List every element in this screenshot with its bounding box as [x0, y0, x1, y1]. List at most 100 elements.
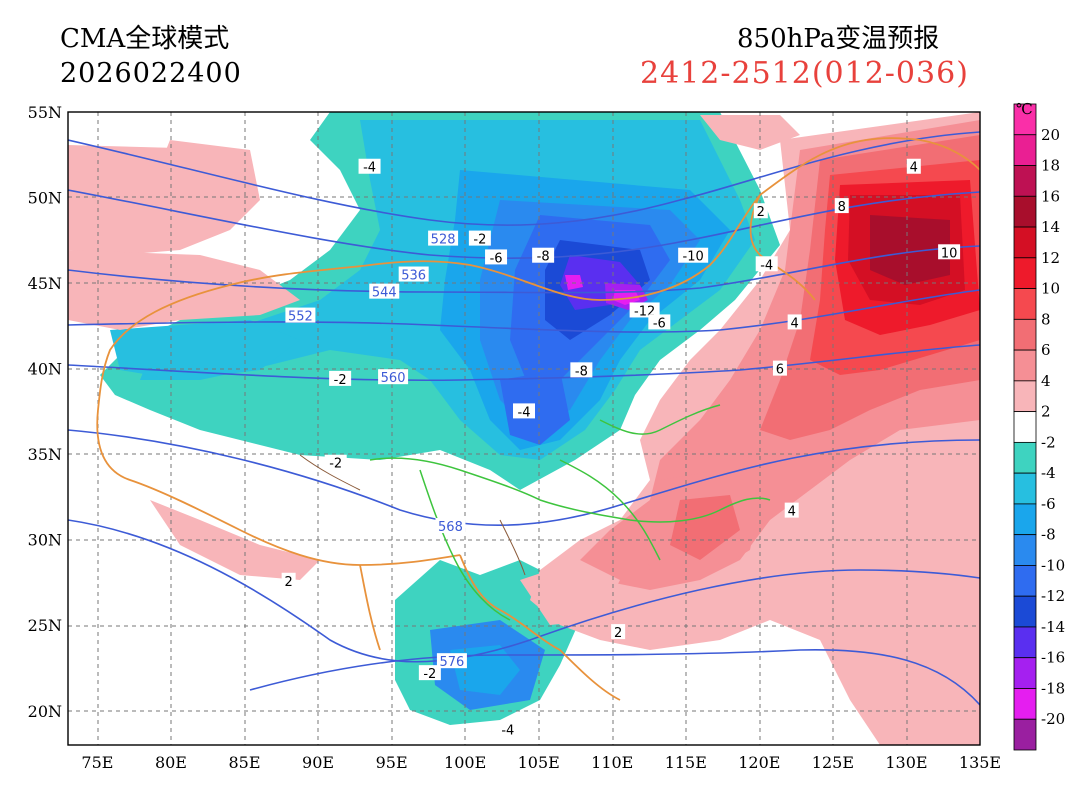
- colorbar-bin: [1013, 380, 1037, 413]
- contour-label-bg: [435, 518, 466, 534]
- contour-label-bg: [329, 370, 352, 386]
- colorbar-label: 16: [1041, 187, 1060, 205]
- contour-label-bg: [418, 665, 441, 681]
- contour-label-bg: [678, 247, 709, 263]
- colorbar-label: -12: [1041, 587, 1065, 605]
- contour-label: 8: [838, 200, 846, 215]
- longitude-label: 75E: [81, 753, 113, 772]
- warm-region-sw: [520, 560, 620, 625]
- warm-region-west-b: [68, 250, 300, 330]
- contour-label: -6: [490, 251, 503, 266]
- contour-label-bg: [611, 624, 626, 640]
- longitude-label: 95E: [376, 753, 408, 772]
- colorbar-label: 14: [1041, 218, 1060, 236]
- colorbar-bin: [1013, 318, 1037, 351]
- river-lines: [299, 454, 526, 576]
- contour-label-bg: [648, 314, 671, 330]
- contour-label-bg: [485, 249, 508, 265]
- colorbar-label: 2: [1041, 403, 1051, 421]
- contour-label: 10: [941, 246, 958, 261]
- latitude-label: 20N: [28, 702, 62, 721]
- contour-label-bg: [428, 230, 459, 246]
- contour-label: -8: [537, 250, 550, 265]
- temperature-change-fill: [68, 112, 980, 745]
- cold-region-i: [450, 645, 520, 695]
- colorbar-bin: [1013, 657, 1037, 689]
- contour-label: -2: [329, 457, 342, 472]
- contour-label-bg: [436, 653, 467, 669]
- contour-label: 568: [438, 520, 463, 535]
- colorbar-label: -4: [1041, 464, 1056, 482]
- province-borders: [369, 404, 771, 621]
- contour-label-bg: [369, 283, 400, 299]
- contour-label-bg: [281, 572, 296, 588]
- colorbar-bin: [1013, 626, 1037, 659]
- contour-label-bg: [532, 247, 555, 263]
- init-time: 2026022400: [60, 58, 242, 89]
- longitude-labels: 75E 80E 85E 90E 95E 100E 105E 110E 115E 120E 125E 1…: [81, 753, 1001, 772]
- colorbar-bin: [1013, 134, 1037, 166]
- warm-region-south-b: [670, 495, 740, 560]
- colorbar-bin: [1013, 595, 1037, 628]
- contour-label: -8: [575, 364, 588, 379]
- contour-label: 552: [288, 310, 313, 325]
- contour-label-bg: [358, 158, 381, 174]
- longitude-label: 105E: [518, 753, 560, 772]
- colorbar-label: -10: [1041, 556, 1065, 574]
- contour-label: -2: [473, 233, 486, 248]
- contour-label: 2: [285, 575, 293, 590]
- longitude-label: 90E: [302, 753, 334, 772]
- latitude-label: 45N: [28, 274, 62, 293]
- contour-label: 6: [776, 363, 784, 378]
- valid-range: 2412-2512(012-036): [640, 56, 969, 91]
- contour-label: -4: [518, 405, 531, 420]
- latitude-label: 35N: [28, 445, 62, 464]
- map-frame: [67, 111, 981, 746]
- colorbar-bin: [1013, 718, 1037, 751]
- contour-label-bg: [496, 721, 519, 737]
- latitude-label: 55N: [28, 103, 62, 122]
- longitude-label: 135E: [959, 753, 1001, 772]
- contour-label: 4: [791, 316, 799, 331]
- contour-label: 544: [372, 286, 397, 301]
- warm-region-east-g: [870, 215, 950, 285]
- colorbar-label: 20: [1041, 126, 1060, 144]
- contour-label: -4: [363, 161, 376, 176]
- latitude-label: 25N: [28, 616, 62, 635]
- warm-region-west-d: [160, 140, 250, 180]
- colorbar-label: -14: [1041, 618, 1065, 636]
- contour-label: -6: [653, 316, 666, 331]
- longitude-label: 85E: [228, 753, 260, 772]
- contour-label-bg: [938, 244, 961, 260]
- warm-region-west-c: [150, 500, 320, 580]
- longitude-label: 125E: [812, 753, 854, 772]
- contour-label: -4: [501, 724, 514, 739]
- colorbar-unit: ℃: [1016, 100, 1033, 118]
- colorbar-bin: [1013, 165, 1037, 197]
- contour-label-bg: [513, 403, 535, 419]
- cold-region-west: [110, 320, 300, 380]
- longitude-label: 120E: [738, 753, 780, 772]
- model-title: CMA全球模式: [60, 24, 230, 54]
- colorbar-bin: [1013, 226, 1037, 259]
- colorbar-bin: [1013, 349, 1037, 382]
- contour-label-bg: [398, 266, 429, 282]
- cold-core-c: [613, 290, 640, 305]
- contour-label: 4: [788, 505, 796, 520]
- contour-label: -2: [334, 373, 347, 388]
- contour-label-bg: [629, 302, 660, 318]
- longitude-label: 100E: [444, 753, 486, 772]
- contour-label-bg: [772, 360, 787, 376]
- contour-label-bg: [285, 307, 316, 323]
- colorbar-bin: [1013, 288, 1037, 320]
- latitude-labels: 55N 50N 45N 40N 35N 30N 25N 20N: [28, 103, 62, 721]
- colorbar-label: -16: [1041, 649, 1065, 667]
- colorbar: 20 18 16 14 12 10 8 6 4 2 -2 -4 -6 -8 -10 -12 -14 -16 -18 -…: [1013, 100, 1065, 751]
- contour-label: 4: [910, 161, 918, 176]
- colorbar-bin: [1013, 688, 1037, 720]
- colorbar-label: -2: [1041, 433, 1056, 451]
- colorbar-label: 12: [1041, 249, 1060, 267]
- longitude-label: 130E: [885, 753, 927, 772]
- colorbar-label: -6: [1041, 495, 1056, 513]
